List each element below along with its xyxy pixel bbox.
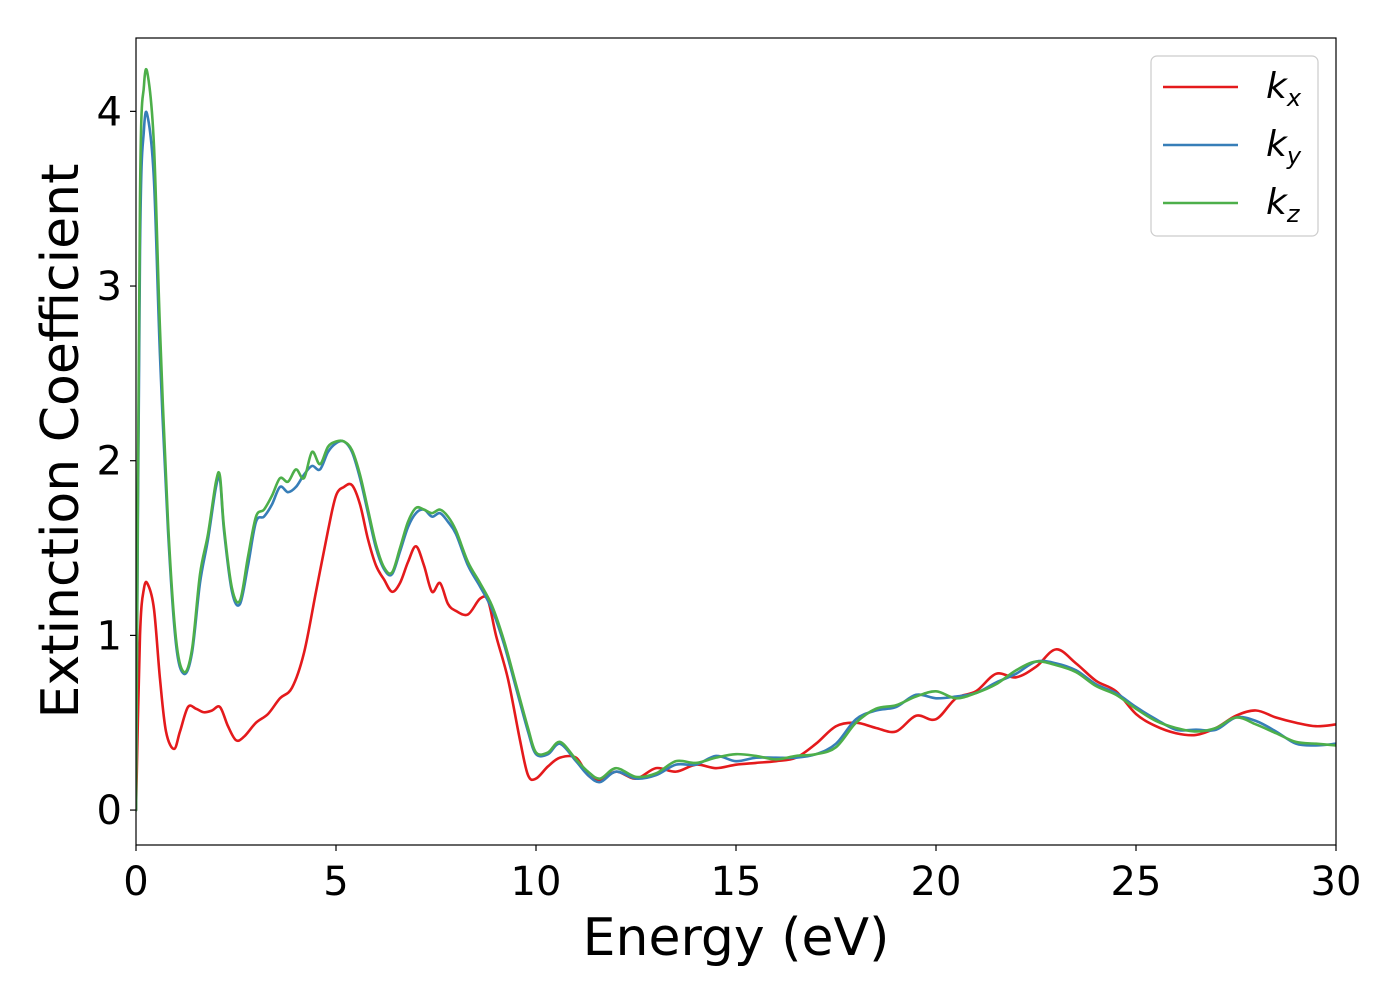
x-axis-label: Energy (eV) bbox=[583, 908, 890, 968]
y-tick-label: 2 bbox=[97, 439, 122, 485]
x-tick-label: 0 bbox=[123, 859, 148, 905]
x-tick-label: 25 bbox=[1111, 859, 1162, 905]
legend-label-ky: ky bbox=[1266, 124, 1302, 170]
series-layer bbox=[136, 68, 1336, 812]
x-tick-label: 30 bbox=[1311, 859, 1362, 905]
y-tick-label: 3 bbox=[97, 264, 122, 310]
x-axis-ticks: 0 5 10 15 20 25 30 bbox=[123, 845, 1361, 905]
legend-label-kx: kx bbox=[1266, 66, 1302, 112]
x-tick-label: 10 bbox=[511, 859, 562, 905]
x-tick-label: 5 bbox=[323, 859, 348, 905]
y-axis-ticks: 0 1 2 3 4 bbox=[97, 89, 136, 834]
y-tick-label: 1 bbox=[97, 613, 122, 659]
y-tick-label: 4 bbox=[97, 89, 122, 135]
x-tick-label: 20 bbox=[911, 859, 962, 905]
y-axis-label: Extinction Coefficient bbox=[31, 164, 91, 719]
series-line-kz bbox=[136, 68, 1336, 812]
y-tick-label: 0 bbox=[97, 788, 122, 834]
x-tick-label: 15 bbox=[711, 859, 762, 905]
series-line-kx bbox=[136, 482, 1336, 812]
